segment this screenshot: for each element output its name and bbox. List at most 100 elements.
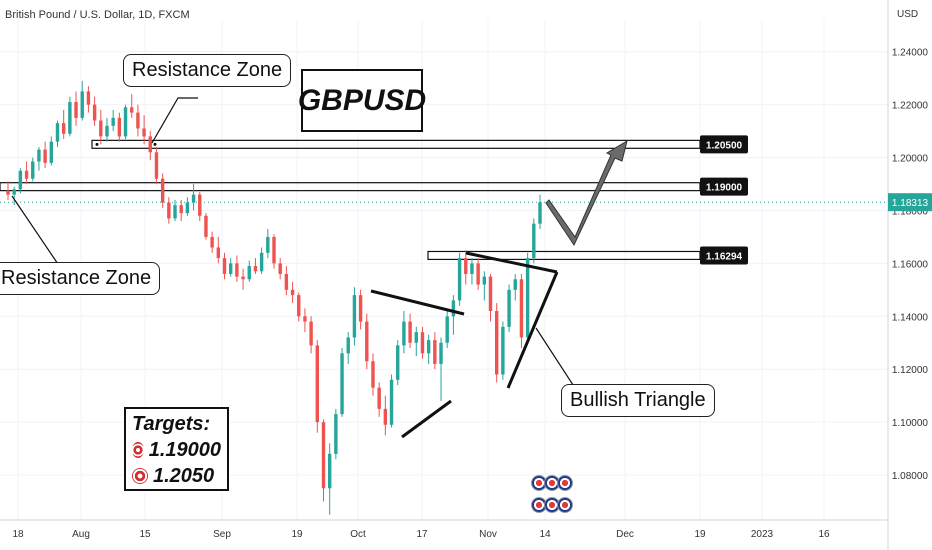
target-2-value: 1.2050 [153,465,215,487]
candle-body [43,149,47,163]
candle-body [253,266,258,272]
triangle-lower-line-1 [401,399,452,439]
candle-body [92,104,97,121]
annotations-layer [11,97,628,439]
candle-body [148,136,152,153]
candle-body [266,236,270,253]
candle-body [167,202,171,219]
candle-body [389,379,394,425]
candle-body [228,263,233,274]
target-1-value: 1.19000 [148,439,221,461]
candle-body [272,236,276,264]
candle-body [24,170,29,179]
candle-body [160,178,165,203]
candle-body [247,266,251,280]
candle-body [358,295,363,322]
candle-body [185,202,190,214]
currency-label: USD [897,9,918,20]
candle-body [173,205,177,219]
y-tick-label: 1.10000 [892,418,929,429]
candle-body [476,263,480,285]
candle-body [445,316,449,343]
event-flag-icon[interactable] [557,475,573,491]
candle-body [191,194,196,203]
candle-body [321,422,326,489]
candle-body [420,332,425,354]
candle-body [61,123,66,134]
candle-body [538,202,542,224]
candle-body [123,107,128,137]
candle-body [352,295,357,338]
candle-body [383,408,388,425]
x-tick-label: 15 [139,529,151,540]
x-tick-label: Sep [213,529,231,540]
candle-body [154,152,159,179]
candle-body [86,91,91,105]
candle-body [457,258,462,301]
triangle-upper-line-1 [370,289,465,316]
candle-body [315,345,320,423]
candle-body [117,117,122,137]
candle-body [402,321,406,346]
candle-body [204,215,208,237]
symbol-header: British Pound / U.S. Dollar, 1D, FXCM [5,9,190,21]
triangle-pointer [535,327,576,389]
candle-body [179,205,183,214]
x-tick-label: 16 [818,529,830,540]
y-tick-label: 1.20000 [892,154,929,165]
candle-body [426,340,431,354]
level-tag-value: 1.16294 [706,251,743,262]
projection-arrow [545,139,628,247]
candle-body [408,321,412,343]
candle-body [346,337,350,354]
candle-body [513,279,517,290]
triangle-upper-line-2 [465,251,558,274]
targets-title: Targets: [132,413,211,435]
candle-body [327,453,332,489]
x-tick-label: 19 [291,529,303,540]
y-tick-label: 1.22000 [892,101,929,112]
candle-body [451,300,456,317]
candle-body [37,149,41,162]
candle-body [309,321,313,346]
resistance-zone-callout-top: Resistance Zone [123,54,292,87]
candle-body [99,120,103,137]
candle-body [433,340,437,364]
level-zone [0,182,701,192]
candle-body [519,279,524,338]
candle-body [297,295,301,317]
zone-marker [95,142,99,146]
level-zone [91,139,701,149]
candle-body [494,311,499,375]
candle-body [222,258,227,274]
x-tick-label: 14 [539,529,551,540]
candle-body [284,273,289,290]
candle-body [340,353,344,415]
resistance-zone-callout-left: Resistance Zone [0,262,161,295]
x-tick-label: 18 [12,529,24,540]
candle-body [439,342,443,364]
support-resistance-levels: 1.20500 1.19000 1.16294 [0,135,888,265]
candle-body [6,190,10,195]
candle-body [49,141,54,163]
x-tick-label: 17 [416,529,428,540]
candle-body [12,189,16,195]
level-tag [700,177,748,196]
last-price-tag [888,193,932,212]
candle-body [80,91,84,118]
level-tag [700,135,748,154]
event-flag-icon[interactable] [557,497,573,513]
level-tag-value: 1.20500 [706,140,743,151]
candle-body [241,276,245,280]
x-tick-label: 19 [694,529,706,540]
x-tick-label: 2023 [751,529,774,540]
target-row-1: 1.19000 [132,437,221,463]
candle-body [55,123,60,142]
candle-body [334,414,338,454]
y-tick-label: 1.24000 [892,48,929,59]
bullish-triangle-callout: Bullish Triangle [561,384,715,417]
candle-body [377,387,381,409]
candle-body [470,263,474,274]
x-tick-label: Nov [479,529,497,540]
